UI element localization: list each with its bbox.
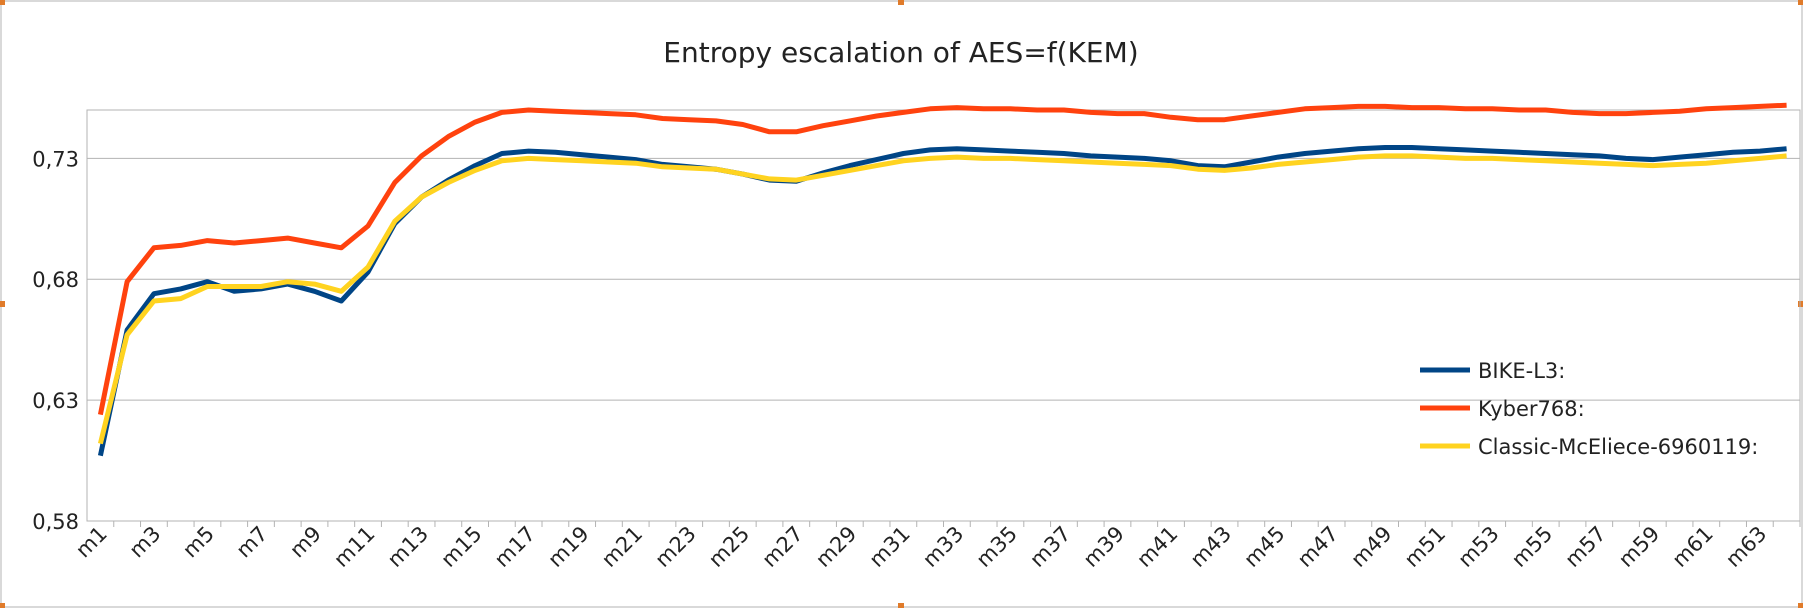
frame-handle-bottom-right[interactable] <box>1798 603 1803 608</box>
y-tick-label: 0,63 <box>32 389 79 413</box>
legend: BIKE-L3: Kyber768: Classic-McEliece-696011… <box>1420 359 1758 459</box>
y-axis: 0,58 0,63 0,68 0,73 <box>32 147 79 534</box>
frame-handle-top-left[interactable] <box>0 0 5 5</box>
series-lines <box>97 102 1787 457</box>
legend-label: Classic-McEliece-6960119: <box>1478 435 1758 459</box>
legend-label: BIKE-L3: <box>1478 359 1565 383</box>
legend-entry: Kyber768: <box>1420 397 1585 421</box>
y-tick-label: 0,68 <box>32 268 79 292</box>
series-line-classic-mceliece-6960119 <box>97 153 1787 445</box>
legend-entry: Classic-McEliece-6960119: <box>1420 435 1758 459</box>
legend-label: Kyber768: <box>1478 397 1585 421</box>
y-tick-label: 0,73 <box>32 147 79 171</box>
chart-title: Entropy escalation of AES=f(KEM) <box>663 36 1138 69</box>
series-line-kyber768 <box>97 102 1787 416</box>
frame-handle-bottom-left[interactable] <box>0 603 5 608</box>
legend-entry: BIKE-L3: <box>1420 359 1565 383</box>
y-tick-label: 0,58 <box>32 510 79 534</box>
frame-handle-top-middle[interactable] <box>898 0 904 5</box>
frame-handle-top-right[interactable] <box>1798 0 1803 5</box>
frame-handle-bottom-middle[interactable] <box>898 603 904 608</box>
frame-handle-middle-left[interactable] <box>0 301 5 307</box>
